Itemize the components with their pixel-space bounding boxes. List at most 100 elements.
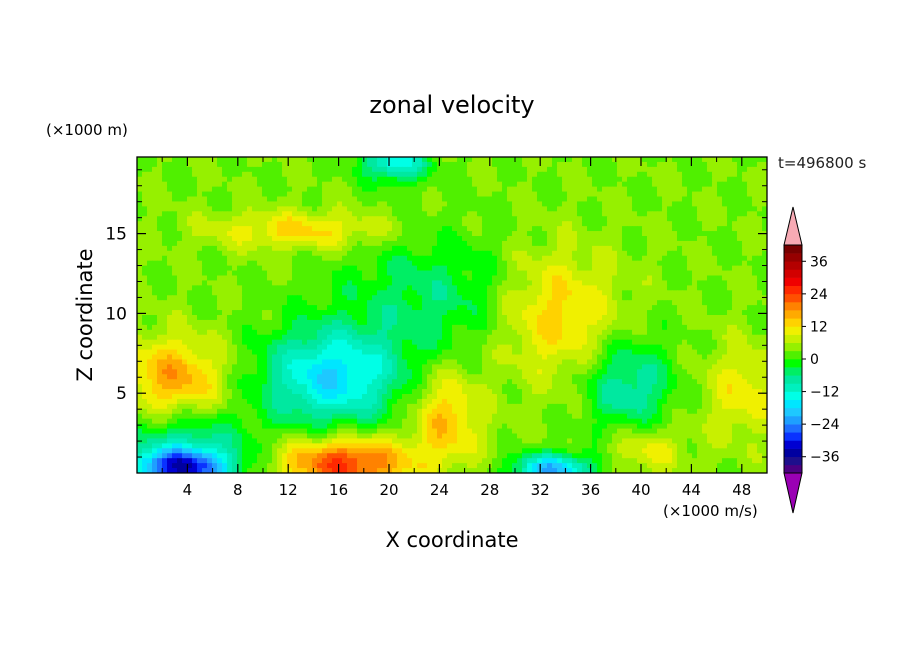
contour-cell bbox=[357, 339, 363, 346]
contour-cell bbox=[492, 265, 498, 272]
contour-cell bbox=[712, 315, 718, 321]
contour-cell bbox=[182, 245, 188, 252]
contour-cell bbox=[427, 349, 433, 356]
contour-cell bbox=[242, 295, 248, 301]
contour-cell bbox=[627, 250, 633, 257]
contour-cell bbox=[552, 290, 558, 296]
contour-cell bbox=[277, 285, 283, 291]
contour-cell bbox=[742, 216, 748, 222]
contour-cell bbox=[177, 334, 183, 341]
contour-cell bbox=[307, 275, 313, 282]
contour-cell bbox=[727, 265, 733, 272]
contour-cell bbox=[462, 206, 468, 212]
contour-cell bbox=[452, 295, 458, 301]
contour-cell bbox=[492, 275, 498, 282]
contour-cell bbox=[627, 221, 633, 227]
contour-cell bbox=[502, 250, 508, 257]
contour-cell bbox=[582, 280, 588, 286]
contour-cell bbox=[762, 226, 767, 232]
contour-cell bbox=[207, 201, 213, 207]
contour-cell bbox=[597, 211, 603, 217]
contour-cell bbox=[732, 290, 738, 296]
contour-cell bbox=[512, 315, 518, 321]
contour-cell bbox=[297, 161, 303, 168]
contour-cell bbox=[467, 339, 473, 346]
contour-cell bbox=[512, 265, 518, 272]
contour-cell bbox=[687, 344, 693, 351]
contour-cell bbox=[497, 245, 503, 252]
contour-cell bbox=[607, 166, 613, 173]
contour-cell bbox=[492, 280, 498, 286]
contour-cell bbox=[322, 226, 328, 232]
contour-cell bbox=[272, 206, 278, 212]
contour-cell bbox=[207, 186, 213, 193]
contour-cell bbox=[432, 245, 438, 252]
contour-cell bbox=[487, 265, 493, 272]
contour-cell bbox=[387, 334, 393, 341]
contour-cell bbox=[282, 315, 288, 321]
contour-cell bbox=[692, 285, 698, 291]
contour-cell bbox=[372, 315, 378, 321]
contour-cell bbox=[672, 334, 678, 341]
contour-cell bbox=[547, 329, 553, 336]
contour-cell bbox=[597, 206, 603, 212]
contour-cell bbox=[462, 319, 468, 326]
contour-cell bbox=[417, 339, 423, 346]
contour-cell bbox=[252, 196, 258, 203]
contour-cell bbox=[352, 319, 358, 326]
contour-cell bbox=[272, 231, 278, 237]
contour-cell bbox=[422, 211, 428, 217]
contour-cell bbox=[302, 290, 308, 296]
contour-cell bbox=[562, 275, 568, 282]
contour-cell bbox=[567, 275, 573, 282]
contour-cell bbox=[252, 270, 258, 277]
contour-cell bbox=[157, 329, 163, 336]
contour-cell bbox=[727, 245, 733, 252]
contour-cell bbox=[507, 161, 513, 168]
contour-cell bbox=[647, 339, 653, 346]
contour-cell bbox=[502, 226, 508, 232]
contour-cell bbox=[402, 255, 408, 262]
contour-cell bbox=[472, 255, 478, 262]
contour-cell bbox=[667, 280, 673, 286]
contour-cell bbox=[512, 344, 518, 351]
contour-cell bbox=[257, 349, 263, 356]
contour-cell bbox=[287, 221, 293, 227]
contour-cell bbox=[562, 236, 568, 242]
contour-cell bbox=[582, 211, 588, 217]
contour-cell bbox=[372, 161, 378, 168]
contour-cell bbox=[692, 339, 698, 346]
contour-cell bbox=[497, 236, 503, 242]
contour-cell bbox=[762, 265, 767, 272]
contour-cell bbox=[297, 191, 303, 198]
contour-cell bbox=[527, 270, 533, 277]
contour-cell bbox=[482, 285, 488, 291]
contour-cell bbox=[342, 334, 348, 341]
contour-cell bbox=[762, 275, 767, 282]
contour-cell bbox=[467, 334, 473, 341]
contour-cell bbox=[227, 270, 233, 277]
contour-cell bbox=[522, 240, 528, 247]
contour-cell bbox=[202, 186, 208, 193]
contour-cell bbox=[637, 334, 643, 341]
contour-cell bbox=[177, 171, 183, 178]
contour-cell bbox=[567, 191, 573, 198]
contour-cell bbox=[572, 245, 578, 252]
contour-cell bbox=[357, 255, 363, 262]
contour-cell bbox=[732, 186, 738, 193]
contour-cell bbox=[402, 216, 408, 222]
contour-cell bbox=[277, 201, 283, 207]
contour-cell bbox=[427, 221, 433, 227]
contour-cell bbox=[367, 300, 373, 306]
contour-cell bbox=[742, 171, 748, 178]
contour-cell bbox=[357, 285, 363, 291]
contour-cell bbox=[252, 315, 258, 321]
contour-cell bbox=[732, 319, 738, 326]
contour-cell bbox=[262, 344, 268, 351]
contour-cell bbox=[312, 270, 318, 277]
contour-cell bbox=[452, 245, 458, 252]
contour-cell bbox=[432, 201, 438, 207]
contour-cell bbox=[572, 329, 578, 336]
contour-cell bbox=[297, 324, 303, 331]
contour-cell bbox=[592, 191, 598, 198]
